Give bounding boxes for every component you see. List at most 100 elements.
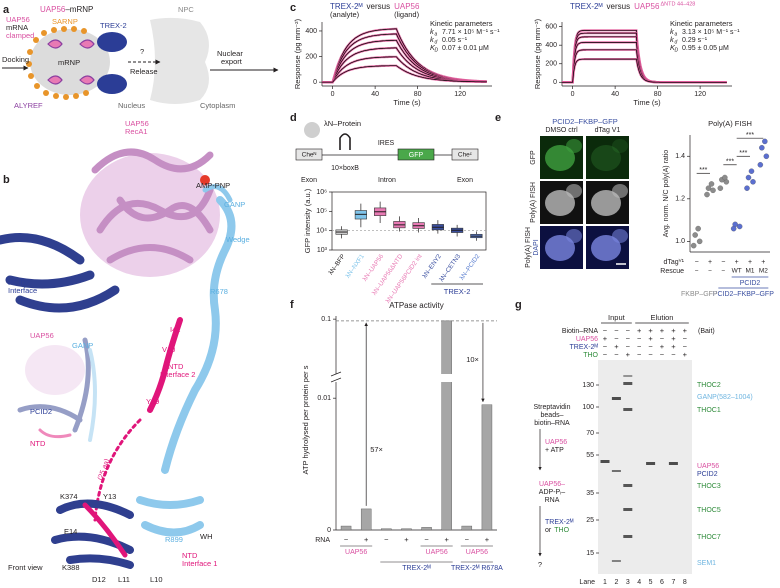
label: THOC7 bbox=[697, 534, 721, 541]
label: 0.07 ± 0.01 μM bbox=[442, 45, 489, 52]
label: 4 bbox=[637, 579, 641, 586]
y-tick-label: 10⁶ bbox=[316, 189, 327, 196]
label: 1 bbox=[603, 579, 607, 586]
label: UAP56 bbox=[40, 5, 66, 14]
nucleus-signal bbox=[566, 139, 582, 153]
label: 10×boxB bbox=[331, 165, 359, 172]
label: E14 bbox=[64, 527, 77, 536]
y-tick-label: 0.01 bbox=[317, 395, 331, 402]
y-tick-label: 200 bbox=[545, 61, 557, 68]
label: 7 bbox=[671, 579, 675, 586]
x-tick-label: λN–UAP56PCID2 int bbox=[385, 253, 424, 305]
bar bbox=[461, 525, 473, 531]
exon-box bbox=[451, 148, 479, 161]
label: TREX-2ᴹ bbox=[570, 2, 603, 11]
label: UAP56 bbox=[545, 439, 567, 446]
label: SEM1 bbox=[697, 560, 716, 567]
label: − bbox=[626, 334, 631, 343]
bar bbox=[340, 525, 352, 531]
label: + bbox=[761, 259, 765, 266]
label: PCID2 bbox=[740, 280, 761, 287]
gel-band bbox=[623, 508, 633, 511]
label: 5 bbox=[649, 579, 653, 586]
label: ? bbox=[140, 47, 144, 56]
label: Wedge bbox=[226, 235, 250, 244]
x-tick-label: 0 bbox=[571, 91, 575, 98]
label: K388 bbox=[62, 563, 80, 572]
label: THOC2 bbox=[697, 382, 721, 389]
label: Intron bbox=[378, 177, 396, 184]
gel bbox=[598, 360, 692, 574]
label: RecA1 bbox=[125, 127, 148, 136]
label: Poly(A) FISH bbox=[708, 119, 752, 128]
label: GANP(582–1004) bbox=[697, 394, 753, 401]
label: M1 bbox=[745, 268, 754, 275]
label: RNA bbox=[315, 537, 330, 544]
hairpin bbox=[339, 133, 351, 150]
data-point bbox=[736, 223, 743, 230]
y-tick-label: 400 bbox=[545, 42, 557, 49]
bar bbox=[481, 404, 493, 531]
label: 15 bbox=[586, 550, 594, 557]
y-axis-label: Avg. norm. N/C poly(A) ratio bbox=[663, 150, 670, 238]
nucleus-signal bbox=[612, 139, 628, 153]
bar bbox=[360, 508, 372, 531]
label: + bbox=[671, 342, 676, 351]
gel-band bbox=[611, 470, 621, 472]
label: 57× bbox=[370, 445, 383, 454]
gel-band bbox=[611, 397, 621, 400]
label: UAP56 bbox=[576, 336, 598, 343]
label: ADP-Pᵢ– bbox=[539, 489, 565, 496]
label: mRNP bbox=[58, 58, 80, 67]
label: Streptavidin bbox=[534, 404, 571, 411]
gel-band bbox=[646, 462, 656, 465]
label: R899 bbox=[165, 535, 183, 544]
label: export bbox=[221, 57, 243, 66]
label: dTag V1 bbox=[595, 127, 621, 134]
y-tick-label: 400 bbox=[305, 28, 317, 35]
label: 6 bbox=[660, 579, 664, 586]
gel-band bbox=[668, 462, 678, 465]
y-tick-label: 0 bbox=[313, 79, 317, 86]
data-point bbox=[732, 221, 738, 228]
label: − bbox=[626, 342, 631, 351]
x-tick-label: λN–PCID2 bbox=[459, 253, 482, 282]
label: Nucleus bbox=[118, 101, 145, 110]
gel-band bbox=[623, 408, 633, 411]
micrograph bbox=[586, 136, 629, 179]
label: I42 bbox=[170, 325, 180, 334]
y-tick-label: 1.2 bbox=[675, 196, 685, 203]
label: Exon bbox=[457, 177, 473, 184]
y-tick-label: 600 bbox=[545, 23, 557, 30]
label: *** bbox=[726, 159, 734, 166]
label: TREX-2ᴹ R678A bbox=[451, 565, 503, 572]
label: Exon bbox=[301, 177, 317, 184]
label: ALYREF bbox=[14, 101, 43, 110]
label: − bbox=[721, 268, 725, 275]
label: D bbox=[435, 47, 439, 53]
label: (Bait) bbox=[698, 328, 715, 335]
label: Docking bbox=[2, 55, 29, 64]
label: THOC1 bbox=[697, 407, 721, 414]
label: K bbox=[430, 43, 436, 52]
label: + bbox=[660, 326, 665, 335]
nucleus-signal bbox=[591, 235, 621, 261]
fit-curve bbox=[562, 58, 727, 83]
label: + bbox=[626, 350, 631, 359]
label: GANP bbox=[224, 200, 245, 209]
sensorgram bbox=[562, 57, 727, 84]
label: + bbox=[671, 334, 676, 343]
label: ATPase activity bbox=[389, 301, 444, 310]
label: TREX-2ᴹ bbox=[570, 344, 599, 351]
label: − bbox=[637, 350, 642, 359]
label: Cytoplasm bbox=[200, 101, 235, 110]
panel-label: f bbox=[290, 299, 294, 311]
label: THO bbox=[583, 352, 598, 359]
nucleus-signal bbox=[566, 229, 582, 243]
label: − bbox=[384, 535, 389, 544]
panel-label: b bbox=[3, 174, 10, 186]
data-point bbox=[696, 238, 703, 245]
label: k bbox=[430, 27, 435, 36]
label: + bbox=[404, 535, 409, 544]
